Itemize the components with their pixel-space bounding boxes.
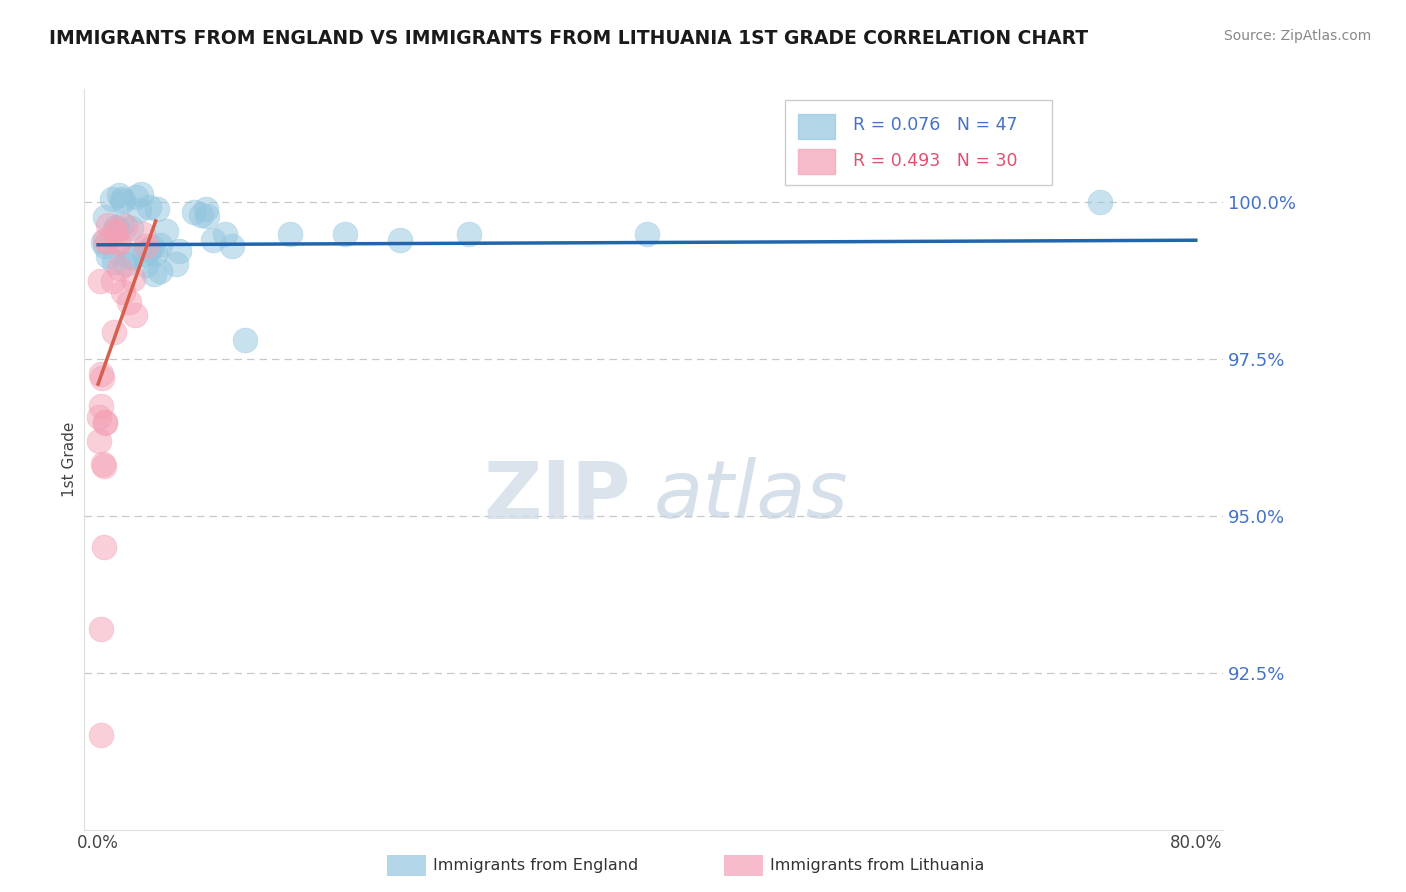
Point [97, 249, 120, 263]
Text: IMMIGRANTS FROM ENGLAND VS IMMIGRANTS FROM LITHUANIA 1ST GRADE CORRELATION CHART: IMMIGRANTS FROM ENGLAND VS IMMIGRANTS FR… [49, 29, 1088, 47]
Point [333, 227, 356, 241]
Point [138, 200, 160, 214]
Point [91, 235, 114, 250]
Point [195, 209, 218, 223]
Bar [799, 149, 835, 174]
Point [89, 434, 111, 448]
Point [155, 224, 177, 238]
Point [105, 220, 128, 235]
Point [112, 194, 135, 208]
Point [103, 274, 125, 288]
Text: R = 0.493   N = 30: R = 0.493 N = 30 [853, 152, 1018, 170]
Text: R = 0.076   N = 47: R = 0.076 N = 47 [853, 117, 1018, 135]
Point [190, 208, 212, 222]
Point [94, 239, 117, 253]
Point [221, 239, 243, 253]
Point [94, 415, 117, 429]
Point [143, 246, 166, 260]
Point [141, 240, 163, 254]
Point [636, 227, 658, 241]
Point [89, 410, 111, 425]
Point [90, 399, 112, 413]
Text: ZIP: ZIP [484, 458, 631, 535]
Point [278, 227, 301, 241]
Point [104, 223, 127, 237]
Point [90, 622, 112, 636]
Point [128, 203, 150, 218]
Point [90, 728, 112, 742]
Point [93, 233, 115, 247]
Point [101, 192, 124, 206]
Point [107, 222, 129, 236]
Point [122, 250, 145, 264]
Point [120, 221, 142, 235]
Point [97, 218, 120, 232]
Point [89, 274, 111, 288]
FancyBboxPatch shape [785, 100, 1053, 186]
Point [183, 204, 205, 219]
Point [93, 457, 115, 471]
Bar [799, 113, 835, 139]
Point [107, 235, 129, 250]
Point [94, 416, 117, 430]
Point [103, 325, 125, 339]
Point [148, 264, 170, 278]
Point [165, 258, 187, 272]
Point [135, 239, 157, 253]
Point [146, 202, 169, 217]
Point [132, 227, 155, 241]
Point [149, 237, 172, 252]
Text: Immigrants from Lithuania: Immigrants from Lithuania [770, 858, 984, 872]
Point [90, 367, 112, 381]
Point [235, 333, 257, 347]
Text: Source: ZipAtlas.com: Source: ZipAtlas.com [1223, 29, 1371, 43]
Point [91, 371, 114, 385]
Point [135, 259, 157, 273]
Point [1088, 195, 1111, 210]
Point [124, 308, 146, 322]
Point [214, 227, 236, 241]
Point [114, 257, 136, 271]
Point [169, 244, 191, 259]
Point [114, 219, 136, 234]
Point [108, 235, 131, 250]
Y-axis label: 1st Grade: 1st Grade [62, 422, 77, 497]
Text: Immigrants from England: Immigrants from England [433, 858, 638, 872]
Point [108, 188, 131, 202]
Point [138, 243, 160, 257]
Point [202, 233, 225, 247]
Point [132, 247, 155, 261]
Point [118, 249, 141, 263]
Point [111, 192, 134, 206]
Point [388, 233, 411, 247]
Point [111, 217, 134, 231]
Point [112, 285, 135, 299]
Point [457, 227, 479, 241]
Point [121, 272, 143, 286]
Point [93, 540, 115, 554]
Point [118, 294, 141, 309]
Point [93, 458, 115, 473]
Point [96, 235, 118, 250]
Point [125, 190, 148, 204]
Point [129, 186, 152, 201]
Point [94, 210, 117, 224]
Point [108, 260, 131, 275]
Point [143, 267, 166, 281]
Point [104, 226, 127, 240]
Point [195, 202, 218, 216]
Point [103, 255, 125, 269]
Text: atlas: atlas [654, 458, 849, 535]
